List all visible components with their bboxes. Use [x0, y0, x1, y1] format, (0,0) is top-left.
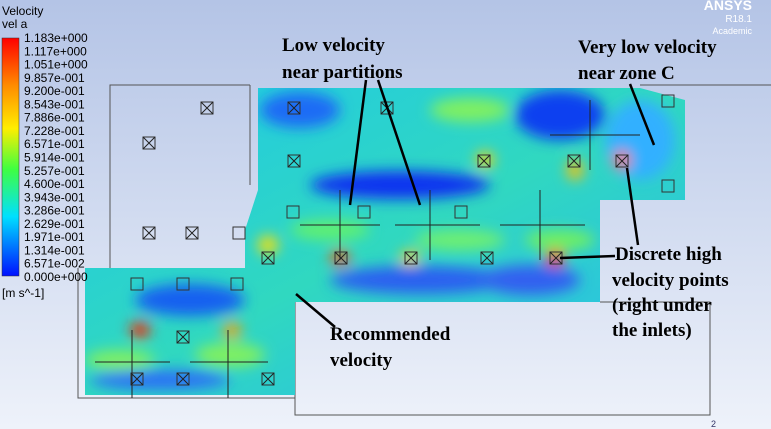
diffuser-boxes	[130, 94, 675, 386]
color-bar	[1, 37, 20, 277]
legend-label: 9.857e-001	[24, 71, 85, 85]
annotation-arrows	[295, 79, 656, 328]
partitions	[95, 100, 640, 398]
annotation-text: Low velocity	[282, 35, 385, 56]
annotation-text: (right under	[612, 295, 712, 316]
legend-label: 9.200e-001	[24, 84, 85, 98]
page-number: 2	[711, 419, 716, 429]
annotation-text: velocity points	[612, 270, 729, 291]
legend-label: 7.228e-001	[24, 124, 85, 138]
legend-units: [m s^-1]	[2, 286, 44, 300]
legend-label: 0.000e+000	[24, 270, 88, 284]
legend-variable: vel a	[2, 17, 28, 31]
legend-label: 1.971e-001	[24, 230, 85, 244]
legend-label: 6.571e-001	[24, 137, 85, 151]
legend-label: 5.914e-001	[24, 151, 85, 165]
annotation-text: velocity	[330, 350, 393, 371]
annotation-text: Recommended	[330, 324, 451, 345]
annotation-text: near zone C	[578, 63, 675, 84]
legend-label: 1.117e+000	[24, 44, 87, 58]
legend-label: 6.571e-002	[24, 257, 85, 271]
annotation-text: near partitions	[282, 62, 403, 83]
logo-edition: Academic	[712, 26, 752, 36]
legend-label: 3.943e-001	[24, 190, 85, 204]
legend-label: 8.543e-001	[24, 97, 85, 111]
legend-label: 5.257e-001	[24, 164, 85, 178]
annotation-text: Very low velocity	[578, 37, 717, 58]
legend-label: 2.629e-001	[24, 217, 85, 231]
legend-label: 7.886e-001	[24, 111, 85, 125]
legend-label: 1.314e-001	[24, 243, 85, 257]
legend-label: 1.051e+000	[24, 58, 88, 72]
logo-name: ANSYS	[704, 0, 752, 13]
annotation-text: Discrete high	[615, 244, 722, 265]
legend-title: Velocity	[2, 4, 43, 18]
legend-label: 4.600e-001	[24, 177, 85, 191]
legend-labels: 1.183e+0001.117e+0001.051e+0009.857e-001…	[24, 31, 88, 284]
legend-label: 3.286e-001	[24, 204, 85, 218]
legend-label: 1.183e+000	[24, 31, 88, 45]
annotation-text: the inlets)	[612, 320, 692, 341]
logo-version: R18.1	[725, 14, 752, 25]
